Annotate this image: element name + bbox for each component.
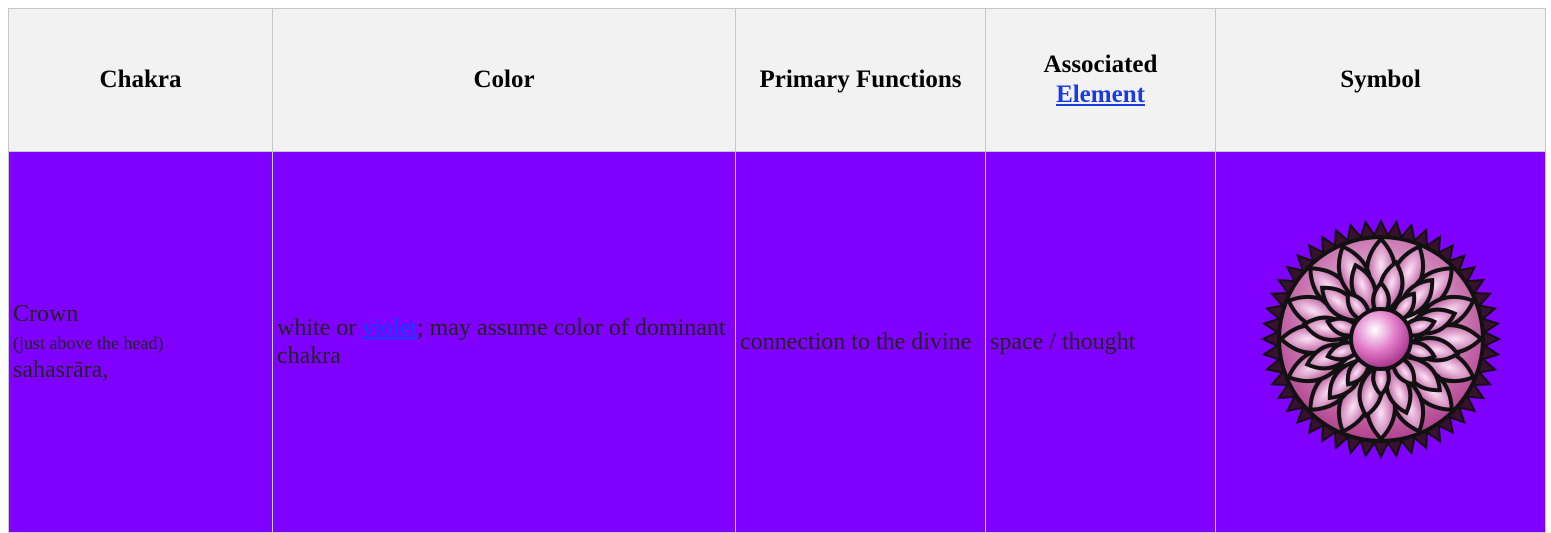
header-cell: Associated Element [985, 8, 1216, 152]
element-link[interactable]: Element [1056, 81, 1145, 108]
header-cell: Color [272, 8, 736, 152]
color-text: white or [277, 315, 357, 341]
chakra-table: Chakra Color Primary Functions Associate… [8, 8, 1546, 533]
header-cell: Primary Functions [735, 8, 986, 152]
header-cell: Chakra [8, 8, 273, 152]
chakra-location: (just above the head) [13, 333, 164, 353]
chakra-sanskrit: sahasrāra, [13, 357, 109, 383]
body-row: Crown (just above the head) sahasrāra, w… [8, 151, 1546, 533]
color-text: ; may assume color of dominant chakra [277, 315, 726, 369]
crown-chakra-symbol [1260, 218, 1501, 459]
color-cell: white or violet; may assume color of dom… [272, 151, 736, 533]
header-text: Associated [1043, 51, 1158, 78]
header-row: Chakra Color Primary Functions Associate… [8, 8, 1546, 152]
functions-cell: connection to the divine [735, 151, 986, 533]
symbol-cell [1215, 151, 1546, 533]
chakra-name: Crown [13, 301, 79, 327]
violet-link[interactable]: violet [362, 315, 417, 341]
element-cell: space / thought [985, 151, 1216, 533]
symbol-part [1348, 306, 1413, 371]
header-cell: Symbol [1215, 8, 1546, 152]
chakra-cell: Crown (just above the head) sahasrāra, [8, 151, 273, 533]
